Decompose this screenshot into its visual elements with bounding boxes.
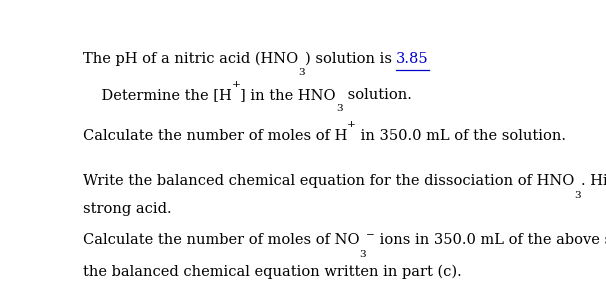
Text: ions in 350.0 mL of the above solution. Consider: ions in 350.0 mL of the above solution. …	[375, 233, 606, 248]
Text: The pH of a nitric acid (HNO: The pH of a nitric acid (HNO	[83, 51, 298, 66]
Text: in 350.0 mL of the solution.: in 350.0 mL of the solution.	[356, 129, 566, 143]
Text: ) solution is: ) solution is	[305, 52, 396, 66]
Text: +: +	[231, 80, 241, 88]
Text: 3: 3	[574, 191, 581, 200]
Text: ] in the HNO: ] in the HNO	[241, 88, 336, 102]
Text: 3: 3	[298, 68, 305, 77]
Text: the balanced chemical equation written in part (c).: the balanced chemical equation written i…	[83, 265, 462, 279]
Text: 3: 3	[336, 104, 342, 114]
Text: −: −	[366, 231, 375, 240]
Text: 3: 3	[359, 250, 366, 259]
Text: strong acid.: strong acid.	[83, 201, 171, 216]
Text: Write the balanced chemical equation for the dissociation of HNO: Write the balanced chemical equation for…	[83, 174, 574, 188]
Text: . Hint: HNO: . Hint: HNO	[581, 174, 606, 188]
Text: Calculate the number of moles of H: Calculate the number of moles of H	[83, 129, 347, 143]
Text: 3.85: 3.85	[396, 52, 429, 66]
Text: Determine the [H: Determine the [H	[83, 88, 231, 102]
Text: Calculate the number of moles of NO: Calculate the number of moles of NO	[83, 233, 359, 248]
Text: +: +	[347, 120, 356, 130]
Text: solution.: solution.	[342, 88, 411, 102]
